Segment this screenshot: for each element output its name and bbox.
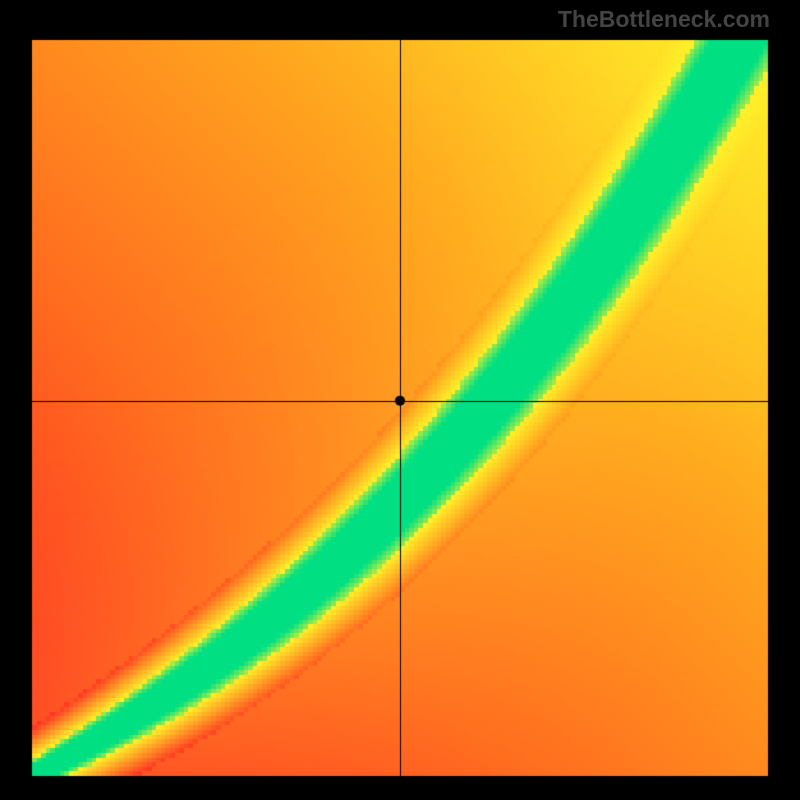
bottleneck-heatmap [0, 0, 800, 800]
chart-container: TheBottleneck.com [0, 0, 800, 800]
watermark-text: TheBottleneck.com [558, 6, 770, 33]
